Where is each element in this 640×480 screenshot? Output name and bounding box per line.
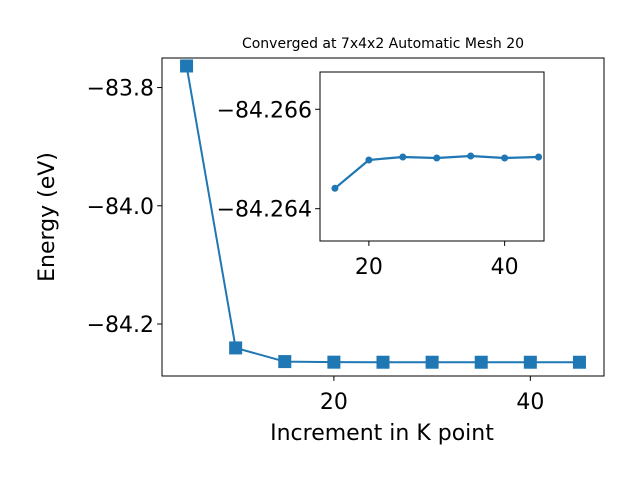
main-plot: Converged at 7x4x2 Automatic Mesh 20 Inc… — [35, 36, 605, 446]
main-y-tick-label: −84.0 — [87, 195, 154, 220]
inset-data-point — [399, 153, 407, 161]
main-plot-frame — [161, 57, 605, 377]
chart-title: Converged at 7x4x2 Automatic Mesh 20 — [242, 36, 524, 52]
main-x-tick-label: 20 — [320, 390, 348, 415]
inset-data-point — [433, 154, 441, 162]
main-y-tick-label: −83.8 — [87, 77, 154, 102]
inset-data-point — [535, 153, 543, 161]
x-axis-label: Increment in K point — [270, 421, 494, 446]
inset-plot: 20 40 −84.266 −84.264 — [217, 71, 545, 280]
inset-plot-marks — [331, 152, 543, 192]
main-data-point — [229, 341, 243, 355]
inset-y-tick-label: −84.266 — [217, 98, 312, 123]
main-data-point — [180, 59, 194, 73]
main-data-point — [572, 355, 586, 369]
inset-data-point — [331, 184, 339, 192]
main-data-point — [474, 355, 488, 369]
main-data-point — [523, 355, 537, 369]
inset-x-tick-label: 20 — [355, 255, 383, 280]
main-data-point — [278, 355, 292, 369]
main-x-tick-label: 40 — [516, 390, 544, 415]
inset-plot-ticks: 20 40 −84.266 −84.264 — [217, 98, 519, 280]
y-axis-label: Energy (eV) — [35, 152, 60, 282]
inset-data-point — [467, 152, 475, 160]
inset-x-tick-label: 40 — [491, 255, 519, 280]
inset-plot-frame — [319, 71, 545, 242]
main-data-point — [327, 355, 341, 369]
main-plot-ticks: 20 40 −83.8 −84.0 −84.2 — [87, 77, 545, 415]
main-data-point — [425, 355, 439, 369]
inset-data-point — [365, 156, 373, 164]
inset-plot-background — [320, 72, 544, 241]
main-data-point — [376, 355, 390, 369]
main-y-tick-label: −84.2 — [87, 313, 154, 338]
inset-data-point — [501, 154, 509, 162]
inset-y-tick-label: −84.264 — [217, 198, 312, 223]
main-plot-marks — [180, 59, 586, 369]
